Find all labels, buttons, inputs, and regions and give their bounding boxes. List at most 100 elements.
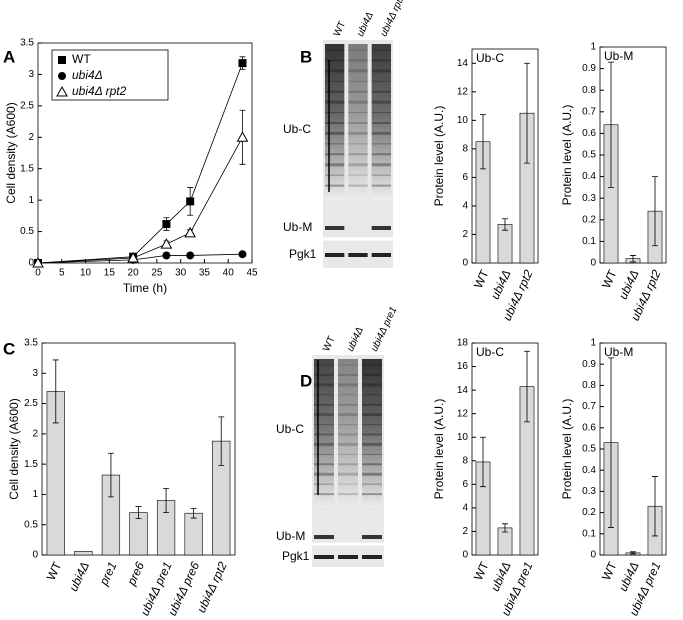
blot-lane xyxy=(325,44,345,200)
marker xyxy=(162,220,171,229)
y-tick-label: 8 xyxy=(462,144,468,155)
y-tick-label: 18 xyxy=(457,338,469,349)
y-tick-label: 14 xyxy=(457,58,469,69)
y-tick-label: 0.5 xyxy=(20,226,34,237)
lane-label: ubi4Δ xyxy=(345,325,366,353)
y-tick-label: 0.9 xyxy=(582,63,596,74)
y-tick-label: 16 xyxy=(457,361,469,372)
blot-band xyxy=(338,555,358,559)
x-tick-label: 45 xyxy=(246,268,258,279)
y-tick-label: 0.3 xyxy=(582,193,596,204)
error-bar xyxy=(218,416,225,466)
error-bar xyxy=(480,436,486,488)
error-bar xyxy=(480,114,486,170)
y-tick-label: 0.7 xyxy=(582,106,596,117)
panel-label: A xyxy=(3,47,15,66)
y-tick-label: 0 xyxy=(590,258,596,269)
error-bar xyxy=(502,523,508,533)
error-bar xyxy=(524,350,530,423)
y-tick-label: 14 xyxy=(457,385,469,396)
series-line xyxy=(37,137,243,264)
x-tick-label: 5 xyxy=(59,268,65,279)
lane-label: WT xyxy=(332,20,349,39)
lane-label: ubi4Δ pre1 xyxy=(369,305,399,353)
y-tick-label: 4 xyxy=(462,503,468,514)
y-tick-label: 12 xyxy=(457,408,469,419)
band-label: Pgk1 xyxy=(282,549,310,563)
y-tick-label: 0.3 xyxy=(582,486,596,497)
marker xyxy=(238,59,247,68)
y-tick-label: 4 xyxy=(462,201,468,212)
y-tick-label: 0.2 xyxy=(582,214,596,225)
error-bar xyxy=(630,551,636,555)
lane-label: ubi4Δ rpt2 xyxy=(378,0,407,38)
bar xyxy=(184,512,203,556)
y-axis-label: Protein level (A.U.) xyxy=(560,105,574,206)
y-tick-label: 8 xyxy=(462,455,468,466)
y-tick-label: 0.4 xyxy=(582,465,596,476)
blot-band xyxy=(362,555,382,559)
panel-label: B xyxy=(300,47,312,66)
y-tick-label: 0.8 xyxy=(582,380,596,391)
y-tick-label: 0 xyxy=(590,550,596,561)
y-tick-label: 10 xyxy=(457,115,469,126)
x-tick-label: ubi4Δ xyxy=(66,560,92,594)
band-label: Ub-M xyxy=(283,220,312,234)
blot-band xyxy=(371,226,391,230)
y-tick-label: 1 xyxy=(32,489,38,500)
y-tick-label: 0.6 xyxy=(582,422,596,433)
chart-title: Ub-M xyxy=(604,49,633,63)
band-label: Ub-M xyxy=(276,529,305,543)
y-tick-label: 0.5 xyxy=(24,519,38,530)
y-tick-label: 2 xyxy=(462,229,468,240)
chart-title: Ub-C xyxy=(476,345,504,359)
y-tick-label: 2 xyxy=(32,428,38,439)
y-tick-label: 10 xyxy=(457,432,469,443)
marker xyxy=(58,56,66,64)
y-tick-label: 3.5 xyxy=(20,38,34,49)
x-tick-label: WT xyxy=(471,267,492,290)
marker xyxy=(32,256,44,268)
bar xyxy=(74,551,93,556)
blot-band xyxy=(348,253,368,257)
x-tick-label: WT xyxy=(471,559,492,582)
y-tick-label: 0.9 xyxy=(582,359,596,370)
y-tick-label: 12 xyxy=(457,86,469,97)
y-tick-label: 1 xyxy=(28,195,34,206)
y-axis-label: Protein level (A.U.) xyxy=(432,399,446,500)
y-tick-label: 6 xyxy=(462,172,468,183)
blot-lane xyxy=(362,359,382,508)
lane-label: WT xyxy=(321,335,338,354)
y-tick-label: 0.8 xyxy=(582,85,596,96)
x-tick-label: 35 xyxy=(199,268,211,279)
legend-label: WT xyxy=(72,52,91,66)
band-label: Pgk1 xyxy=(289,247,317,261)
marker xyxy=(160,238,173,249)
error-bar xyxy=(608,61,614,188)
plot-frame xyxy=(37,42,253,264)
blot-band xyxy=(371,253,391,257)
y-tick-label: 1.5 xyxy=(24,459,38,470)
error-bar xyxy=(652,176,658,247)
y-tick-label: 3 xyxy=(32,368,38,379)
error-bar xyxy=(52,359,59,424)
x-axis-label: Time (h) xyxy=(123,281,167,295)
x-tick-label: 20 xyxy=(128,268,140,279)
y-tick-label: 0.5 xyxy=(582,150,596,161)
blot-lane xyxy=(338,359,358,508)
y-tick-label: 0.6 xyxy=(582,128,596,139)
error-bar xyxy=(630,255,636,263)
error-bar xyxy=(135,506,142,520)
y-tick-label: 0.7 xyxy=(582,401,596,412)
x-tick-label: pre6 xyxy=(124,559,147,588)
y-tick-label: 6 xyxy=(462,479,468,490)
panel-label: D xyxy=(300,371,312,390)
blot-band xyxy=(314,555,334,559)
error-bar xyxy=(107,452,114,498)
y-axis-label: Protein level (A.U.) xyxy=(432,106,446,207)
chart-title: Ub-C xyxy=(476,51,504,65)
error-bar xyxy=(608,357,614,528)
blot-lane xyxy=(348,44,368,200)
error-bar xyxy=(502,218,508,231)
